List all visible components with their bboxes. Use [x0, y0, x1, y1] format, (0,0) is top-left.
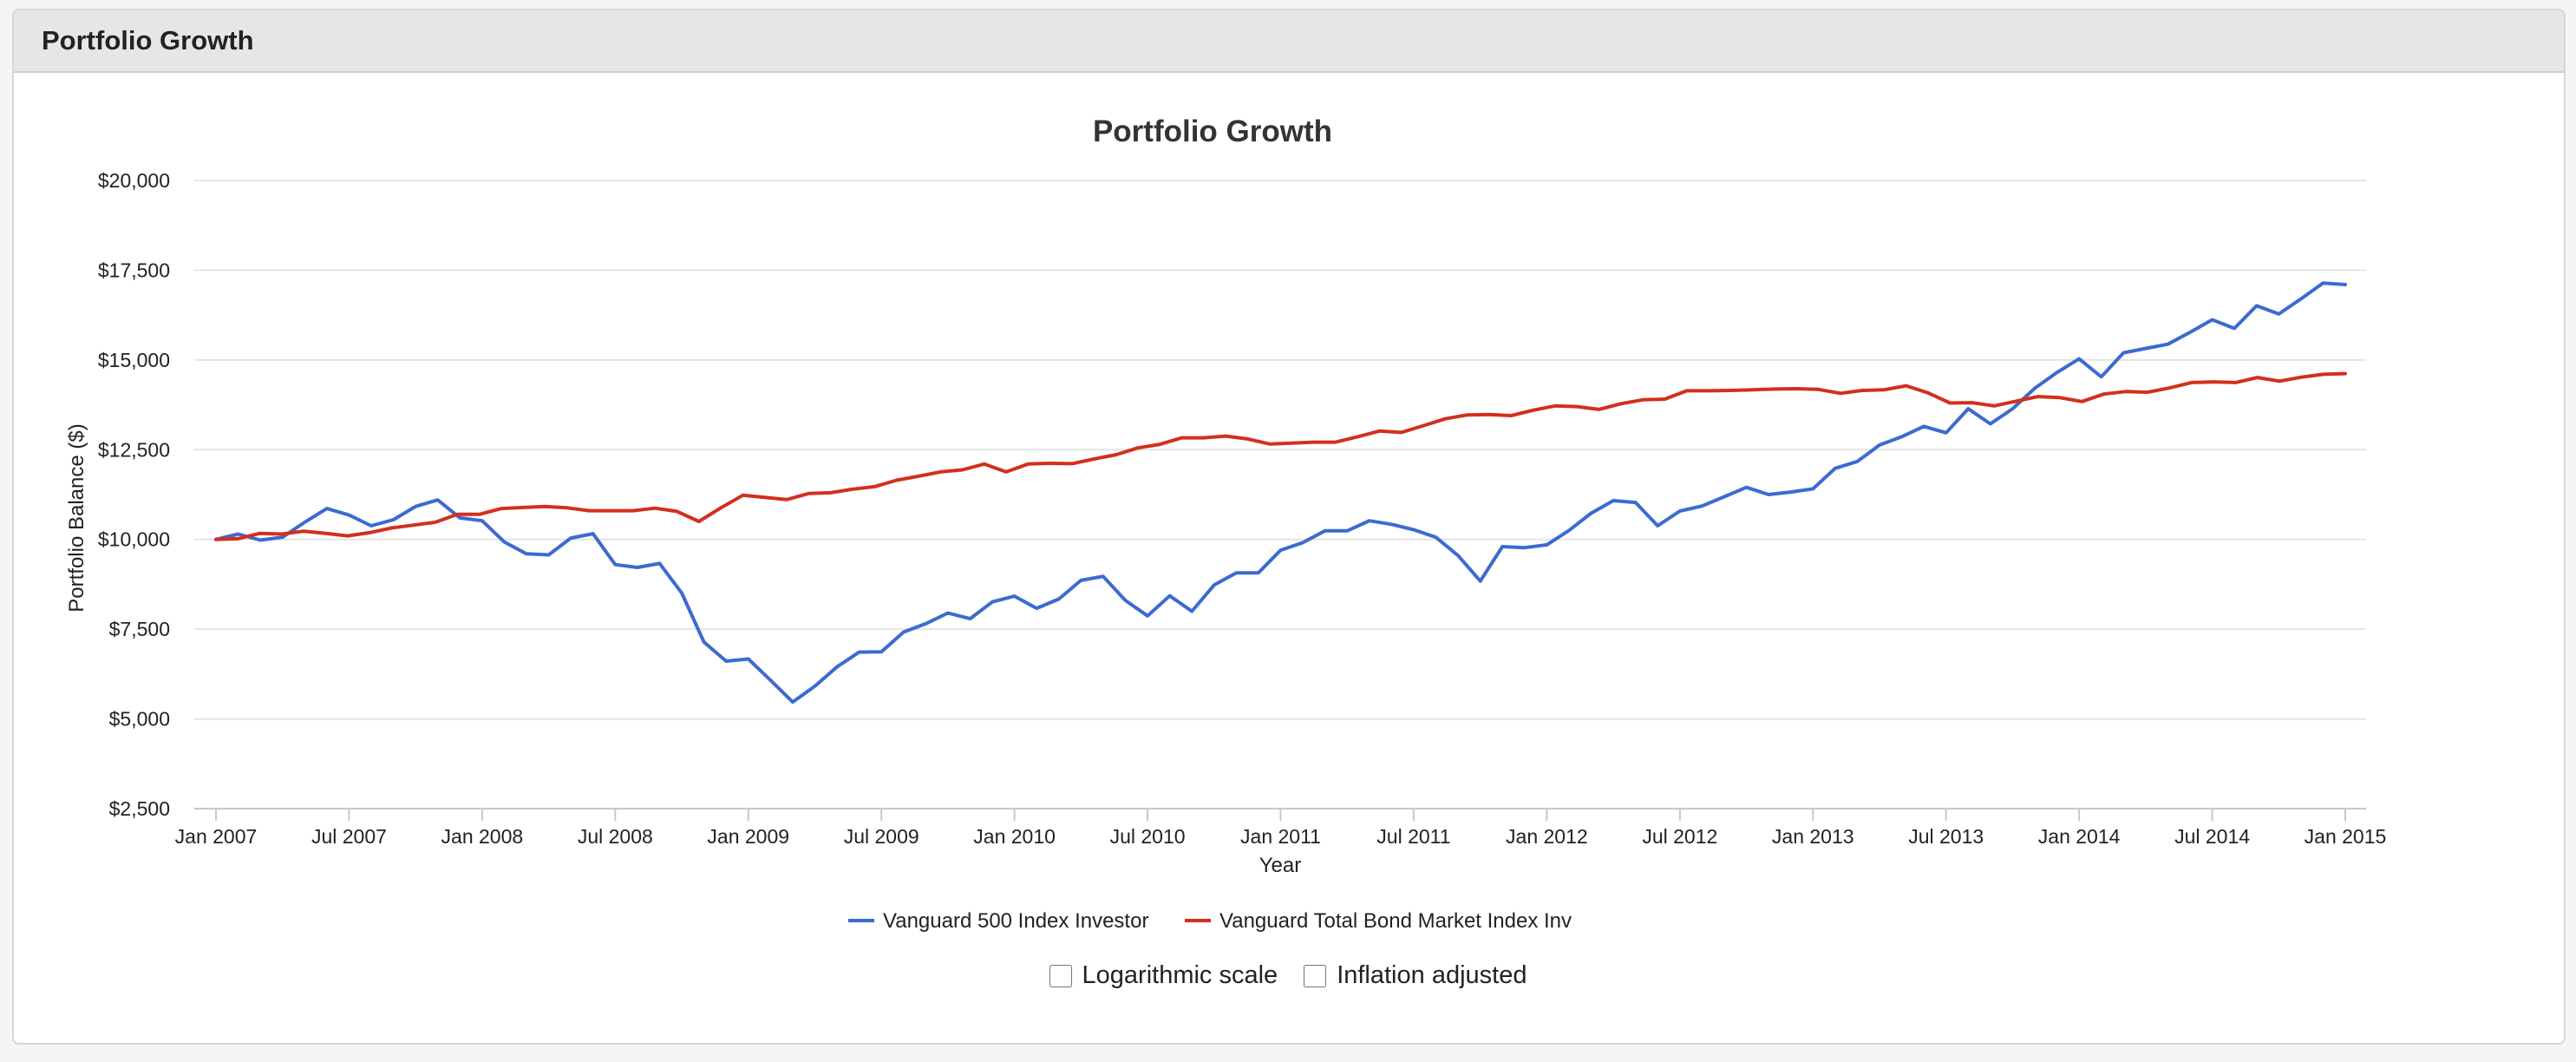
legend-label: Vanguard 500 Index Investor	[883, 909, 1148, 933]
y-tick-label: $12,500	[98, 438, 170, 461]
y-tick-label: $17,500	[98, 259, 170, 281]
chart-series	[214, 281, 2347, 705]
x-tick-label: Jul 2008	[578, 825, 653, 848]
inflation-checkbox[interactable]	[1304, 964, 1327, 987]
inflation-option[interactable]: Inflation adjusted	[1304, 961, 1527, 990]
legend-item-vanguard-500[interactable]: Vanguard 500 Index Investor	[848, 909, 1148, 933]
y-tick-label: $20,000	[98, 169, 170, 192]
inflation-label: Inflation adjusted	[1337, 961, 1527, 989]
chart-options: Logarithmic scale Inflation adjusted	[0, 961, 2576, 990]
log-scale-checkbox[interactable]	[1049, 964, 1072, 987]
log-scale-label: Logarithmic scale	[1082, 961, 1278, 989]
x-tick-label: Jul 2012	[1642, 825, 1717, 848]
log-scale-option[interactable]: Logarithmic scale	[1049, 961, 1278, 990]
y-axis-label: Portfolio Balance ($)	[65, 423, 88, 612]
y-tick-label: $5,000	[109, 708, 170, 731]
series-line-vanguard-500	[214, 281, 2347, 705]
x-tick-label: Jan 2013	[1772, 825, 1854, 848]
legend-label: Vanguard Total Bond Market Index Inv	[1219, 909, 1572, 933]
x-tick-label: Jul 2007	[311, 825, 387, 848]
y-axis-ticks: $2,500 $5,000 $7,500 $10,000 $12,500 $15,000 $…	[98, 169, 170, 820]
x-tick-label: Jul 2014	[2174, 825, 2250, 848]
y-tick-label: $15,000	[98, 349, 170, 371]
x-tick-label: Jul 2010	[1110, 825, 1186, 848]
x-tick-label: Jan 2007	[175, 825, 258, 848]
x-tick-label: Jan 2012	[1506, 825, 1588, 848]
y-tick-label: $2,500	[109, 797, 170, 820]
series-line-total-bond	[214, 371, 2347, 541]
x-tick-label: Jan 2015	[2305, 825, 2387, 848]
chart-legend: Vanguard 500 Index Investor Vanguard Tota…	[848, 909, 1572, 933]
x-tick-label: Jan 2011	[1240, 825, 1321, 848]
chart-gridlines	[194, 180, 2366, 810]
legend-item-total-bond[interactable]: Vanguard Total Bond Market Index Inv	[1185, 909, 1572, 933]
x-axis: Jan 2007 Jul 2007 Jan 2008 Jul 2008 Jan 2009…	[175, 808, 2387, 848]
x-tick-label: Jul 2009	[844, 825, 919, 848]
x-tick-label: Jan 2014	[2038, 825, 2121, 848]
chart-title: Portfolio Growth	[1093, 115, 1332, 148]
y-tick-label: $10,000	[98, 528, 170, 551]
x-tick-label: Jan 2009	[707, 825, 789, 848]
panel-title: Portfolio Growth	[42, 25, 254, 56]
x-tick-label: Jul 2013	[1908, 825, 1984, 848]
x-tick-label: Jan 2008	[441, 825, 524, 848]
panel-header: Portfolio Growth	[14, 10, 2564, 73]
x-tick-label: Jan 2010	[973, 825, 1056, 848]
x-tick-label: Jul 2011	[1376, 825, 1450, 848]
x-axis-label: Year	[1259, 854, 1302, 877]
y-tick-label: $7,500	[109, 618, 170, 640]
